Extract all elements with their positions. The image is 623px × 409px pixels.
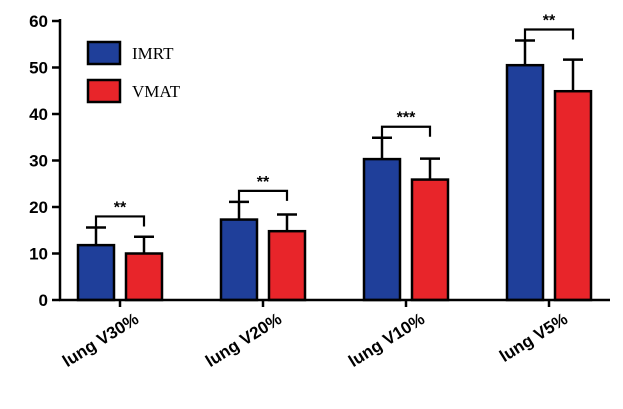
- y-tick-label-3: 30: [29, 152, 48, 171]
- bar-imrt-2: [362, 157, 402, 302]
- legend-swatch-vmat: [86, 78, 122, 104]
- legend-label-imrt: IMRT: [132, 44, 174, 63]
- x-tick-label-3: lung V5%: [496, 309, 571, 366]
- bar-vmat-3: [553, 89, 593, 302]
- significance-label-3: **: [543, 13, 556, 30]
- bar-imrt-1: [219, 218, 259, 302]
- y-tick-label-1: 10: [29, 245, 48, 264]
- significance-label-1: **: [257, 174, 270, 191]
- x-tick-label-1: lung V20%: [202, 309, 285, 371]
- significance-bracket-1: [237, 189, 289, 201]
- significance-bracket-0: [94, 215, 146, 227]
- significance-bracket-2: [380, 125, 432, 137]
- legend-label-vmat: VMAT: [132, 82, 181, 101]
- y-tick-label-5: 50: [29, 59, 48, 78]
- legend: IMRT VMAT: [86, 40, 181, 104]
- significance-layer: *********: [94, 13, 575, 227]
- bar-vmat-1: [267, 229, 307, 302]
- significance-label-2: ***: [397, 110, 416, 127]
- x-tick-label-2: lung V10%: [345, 309, 428, 371]
- y-tick-label-6: 60: [29, 12, 48, 31]
- bar-vmat-0: [124, 252, 164, 302]
- legend-swatch-imrt: [86, 40, 122, 66]
- x-tick-label-0: lung V30%: [59, 309, 142, 371]
- error-bars-layer: [86, 39, 583, 254]
- significance-bracket-3: [523, 28, 575, 40]
- bar-vmat-2: [410, 178, 450, 302]
- y-tick-label-0: 0: [39, 291, 48, 310]
- significance-label-0: **: [114, 199, 127, 216]
- bar-imrt-3: [505, 63, 545, 302]
- y-tick-label-2: 20: [29, 198, 48, 217]
- y-tick-label-4: 40: [29, 105, 48, 124]
- bar-imrt-0: [76, 243, 116, 302]
